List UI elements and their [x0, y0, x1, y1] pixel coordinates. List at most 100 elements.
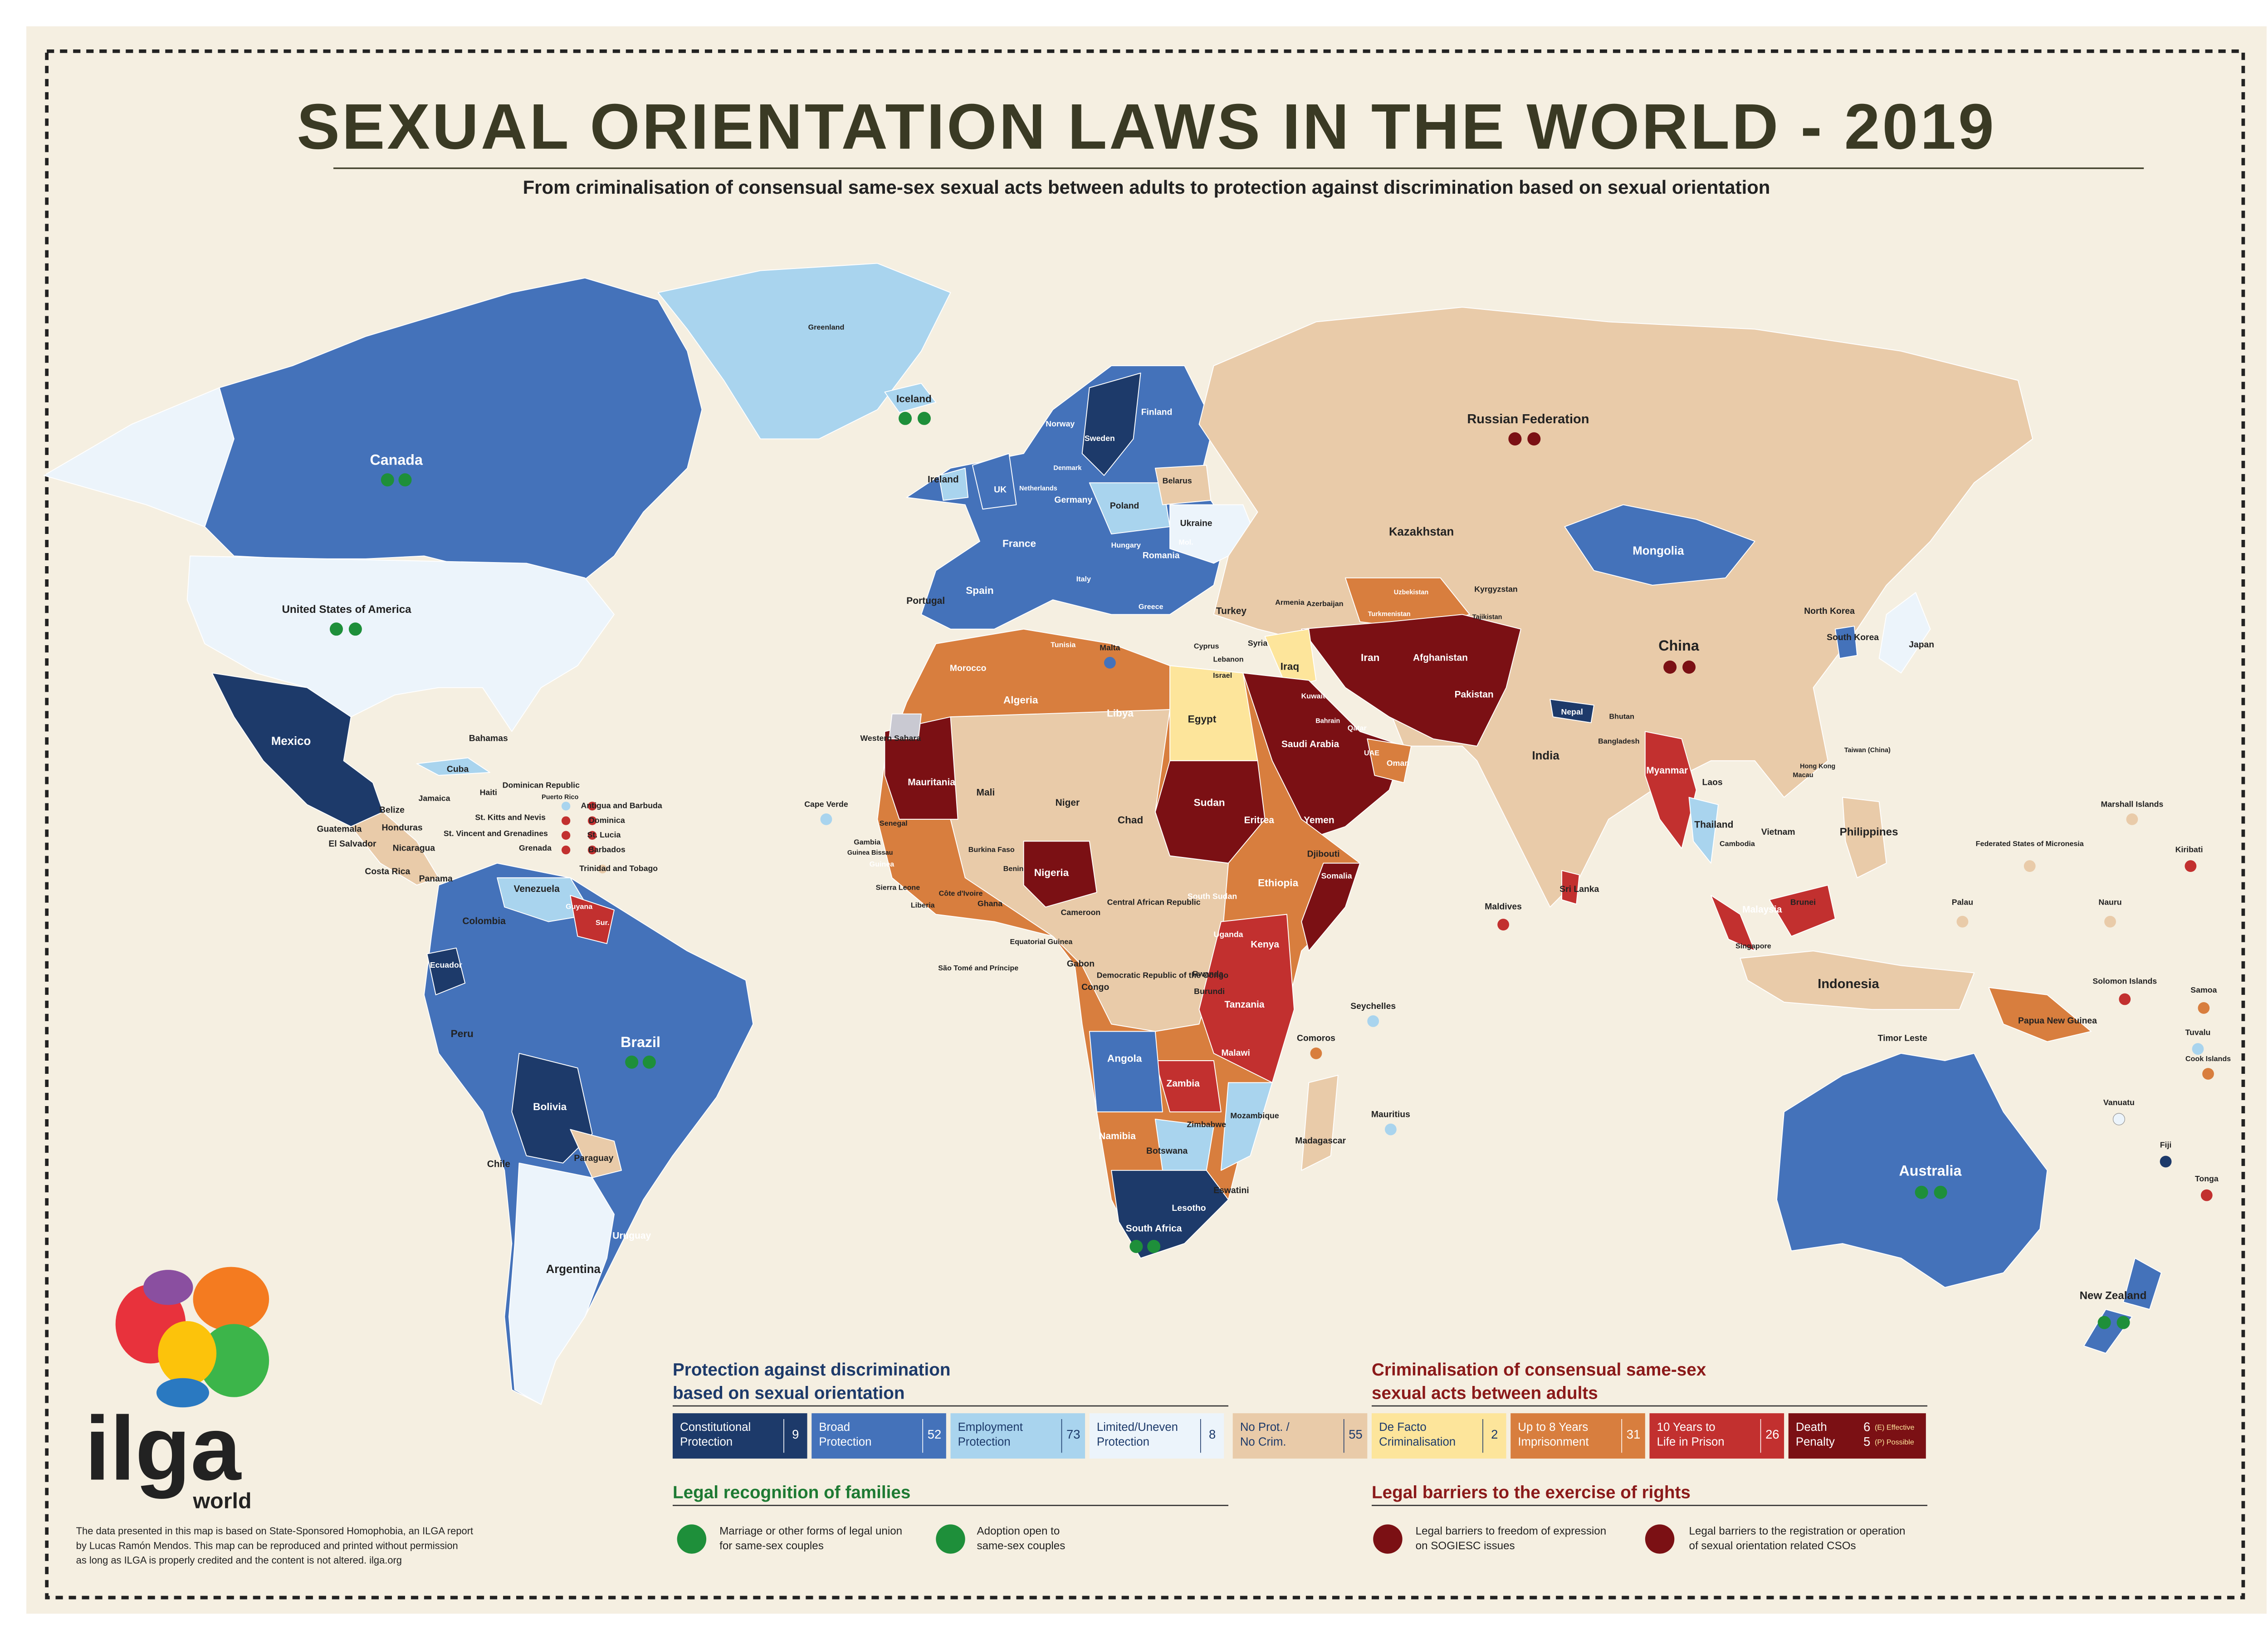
country-label: Singapore [1735, 942, 1771, 950]
country-label: Kyrgyzstan [1474, 584, 1518, 593]
country-label: Uruguay [612, 1230, 651, 1241]
country-label: Solomon Islands [2092, 977, 2157, 986]
island-marker [1310, 1047, 1322, 1059]
legend-swatch [1232, 1413, 1368, 1459]
country-shape [1301, 1075, 1339, 1171]
country-shape [426, 947, 466, 995]
country-label: Ethiopia [1258, 877, 1298, 889]
country-label: Brazil [621, 1034, 660, 1050]
country-label: Lesotho [1172, 1203, 1206, 1213]
country-label: Tanzania [1224, 999, 1264, 1010]
logo-name: ilga [85, 1398, 242, 1499]
country-label: Saudi Arabia [1281, 739, 1339, 749]
legend-title: Criminalisation of consensual same-sex [1372, 1360, 1706, 1380]
country-shape [1564, 504, 1755, 586]
country-label: Taiwan (China) [1844, 747, 1891, 754]
country-label: Niger [1056, 798, 1080, 808]
country-label: Oman [1387, 759, 1409, 768]
country-label: Timor Leste [1878, 1033, 1927, 1043]
marriage-icon [1915, 1185, 1928, 1199]
country-label: Central African Republic [1107, 897, 1201, 906]
island-marker [2126, 813, 2138, 825]
country-label: Belize [379, 805, 405, 815]
country-label: Western Sahara [860, 734, 921, 743]
country-shape [1688, 797, 1719, 864]
country-label: Angola [1107, 1053, 1142, 1064]
barrier-icon [1527, 432, 1541, 445]
island-marker [2202, 1068, 2214, 1080]
logo-blob [193, 1267, 269, 1332]
country-label: St. Vincent and Grenadines [444, 829, 548, 838]
country-label: Senegal [880, 819, 908, 827]
legend-swatch [1371, 1413, 1506, 1459]
subtitle: From criminalisation of consensual same-… [523, 176, 1770, 198]
country-shape [1644, 731, 1697, 849]
country-label: Vietnam [1761, 827, 1795, 837]
country-label: Armenia [1275, 598, 1305, 607]
country-label: Kiribati [2175, 845, 2203, 854]
country-label: Pakistan [1455, 689, 1494, 700]
legend-label: Protection [819, 1435, 871, 1448]
legend-label: Legal barriers to the registration or op… [1689, 1525, 1906, 1537]
adoption-icon [2116, 1316, 2130, 1329]
country-label: Guyana [566, 903, 593, 911]
marriage-icon [381, 473, 394, 487]
country-label: Kenya [1251, 940, 1279, 950]
legend-note: (E) Effective [1875, 1424, 1914, 1432]
country-label: Tonga [2195, 1174, 2219, 1183]
legend-count: 9 [792, 1427, 799, 1441]
country-label: Philippines [1840, 826, 1898, 838]
country-label: Benin [1003, 865, 1024, 873]
country-label: Iceland [896, 393, 932, 404]
country-label: Grenada [519, 843, 552, 852]
country-label: Argentina [546, 1263, 601, 1276]
country-label: Netherlands [1019, 485, 1057, 492]
country-label: Australia [1899, 1163, 1962, 1179]
country-shape [657, 263, 951, 440]
island-marker [2200, 1189, 2213, 1201]
island-marker [561, 802, 571, 811]
country-label: Indonesia [1818, 977, 1879, 991]
legend-count: 26 [1765, 1427, 1779, 1441]
country-shape [1023, 841, 1097, 908]
country-label: Japan [1909, 640, 1934, 650]
island-marker [820, 813, 832, 825]
country-label: Kazakhstan [1389, 526, 1454, 539]
legend-note: (P) Possible [1875, 1438, 1914, 1446]
legend-swatch [1649, 1413, 1784, 1459]
country-label: São Tomé and Príncipe [938, 964, 1018, 972]
country-label: Sierra Leone [876, 884, 920, 892]
country-label: Sur. [596, 919, 609, 927]
country-label: Palau [1952, 897, 1973, 906]
country-label: Turkmenistan [1368, 611, 1411, 618]
country-label: Laos [1702, 777, 1723, 787]
country-label: Romania [1143, 551, 1180, 561]
country-label: Uganda [1214, 930, 1243, 939]
country-label: Cyprus [1194, 642, 1219, 651]
country-label: Bolivia [533, 1101, 567, 1112]
country-label: Guatemala [317, 824, 362, 834]
island-marker [587, 845, 597, 855]
country-label: Marshall Islands [2101, 799, 2163, 808]
country-label: Comoros [1297, 1033, 1335, 1043]
country-label: Gambia [854, 838, 881, 847]
country-label: Nepal [1561, 707, 1583, 716]
country-label: France [1002, 538, 1036, 549]
country-label: Macau [1793, 772, 1813, 779]
legend-label: same-sex couples [977, 1540, 1066, 1552]
country-label: New Zealand [2080, 1290, 2147, 1302]
country-label: Vanuatu [2103, 1098, 2135, 1107]
adoption-icon [917, 411, 931, 425]
country-label: Malaysia [1742, 904, 1782, 915]
country-label: Poland [1110, 501, 1139, 511]
country-shape [1081, 372, 1141, 476]
country-label: Dominica [589, 816, 625, 825]
country-label: Bangladesh [1598, 737, 1639, 745]
legend-label: Life in Prison [1657, 1435, 1725, 1448]
country-label: Hong Kong [1800, 763, 1835, 770]
marriage-legend-icon [677, 1524, 707, 1554]
logo-sub: world [193, 1489, 252, 1513]
barrier-icon [1195, 815, 1209, 829]
adoption-legend-icon [936, 1524, 965, 1554]
logo-blob [143, 1270, 193, 1305]
